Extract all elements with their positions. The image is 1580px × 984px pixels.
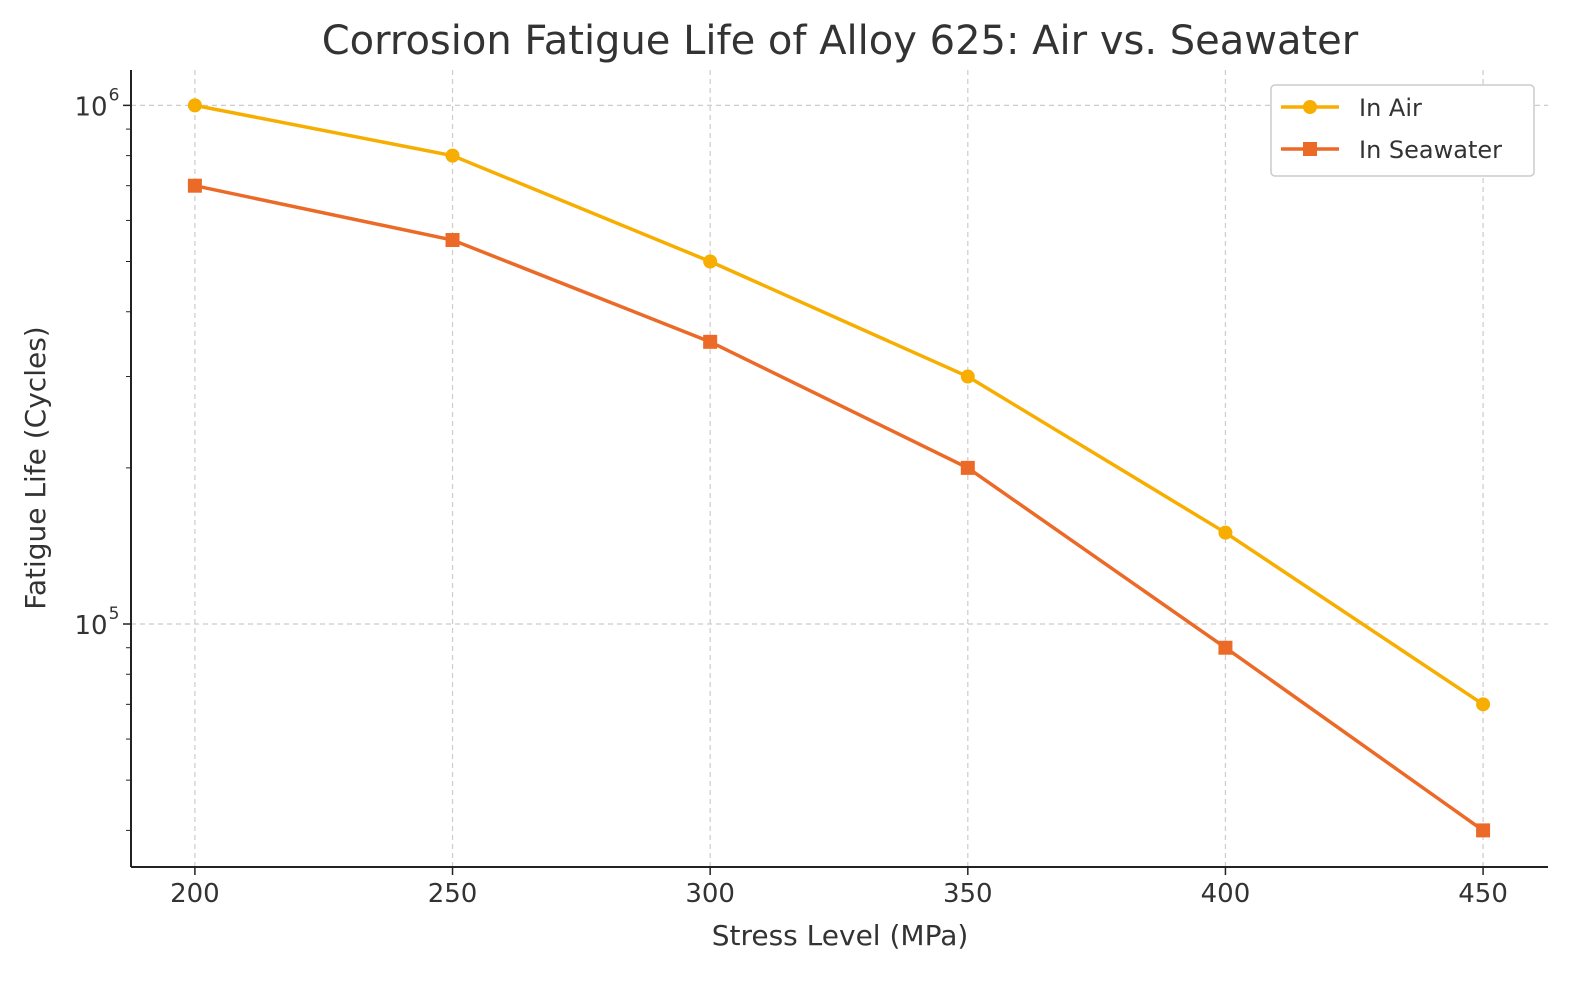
y-tick-exponent: 5 xyxy=(109,604,120,624)
y-tick-exponent: 6 xyxy=(109,85,120,105)
series-line-air xyxy=(194,103,1485,706)
data-point xyxy=(187,98,202,113)
x-tick-label: 350 xyxy=(943,879,993,909)
legend-marker xyxy=(1303,100,1317,114)
x-tick-label: 200 xyxy=(170,879,220,909)
x-tick-label: 400 xyxy=(1201,879,1251,909)
legend-marker xyxy=(1303,142,1317,156)
data-point xyxy=(1218,640,1233,655)
data-point xyxy=(960,369,975,384)
legend-label: In Air xyxy=(1359,94,1422,122)
x-tick-label: 250 xyxy=(428,879,478,909)
data-point xyxy=(1476,697,1491,712)
data-point xyxy=(1476,823,1491,838)
data-point xyxy=(703,254,718,269)
legend-label: In Seawater xyxy=(1359,136,1502,164)
x-tick-label: 300 xyxy=(685,879,735,909)
data-point xyxy=(445,148,460,163)
x-axis-label: Stress Level (MPa) xyxy=(712,919,969,952)
data-point xyxy=(1218,525,1233,540)
chart-title: Corrosion Fatigue Life of Alloy 625: Air… xyxy=(322,18,1359,64)
axes xyxy=(130,70,1548,868)
data-point xyxy=(187,178,202,193)
legend: In Air In Seawater xyxy=(1270,84,1535,177)
x-tick-label: 450 xyxy=(1458,879,1508,909)
y-tick-label: 10 xyxy=(74,611,107,641)
data-point xyxy=(960,460,975,475)
y-axis-label: Fatigue Life (Cycles) xyxy=(19,326,52,609)
grid xyxy=(131,70,1548,867)
data-point xyxy=(445,233,460,248)
data-point xyxy=(703,334,718,349)
y-tick-label: 10 xyxy=(74,92,107,122)
series-line-seawater xyxy=(194,183,1485,832)
